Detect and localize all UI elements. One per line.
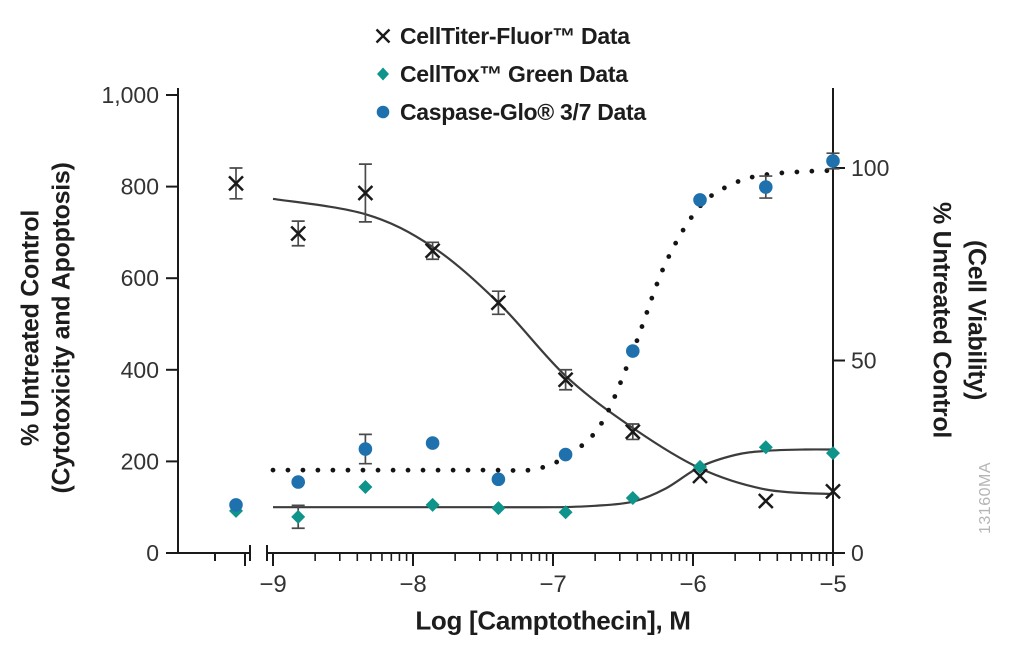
legend-label: CellTiter-Fluor™ Data [400, 22, 630, 49]
legend: CellTiter-Fluor™ Data CellTox™ Green Dat… [366, 17, 646, 131]
x-axis-tick-label: −8 [399, 571, 426, 598]
data-point-diamond [358, 480, 373, 495]
left-axis-tick-label: 600 [121, 265, 159, 291]
x-axis-tick-label: −7 [539, 571, 566, 598]
x-axis-title: Log [Camptothecin], M [415, 605, 691, 636]
data-point-x [290, 225, 307, 242]
right-axis-title-line2: (Cell Viability) [962, 239, 991, 401]
fit-curve-solid [273, 448, 834, 509]
right-axis-tick-label: 0 [851, 540, 864, 566]
series-caspase-glo-3-7-data [229, 154, 840, 512]
data-point-diamond [291, 509, 306, 524]
legend-item-celltox-green: CellTox™ Green Data [366, 55, 646, 93]
data-point-x [825, 483, 841, 500]
left-axis-tick-label: 800 [121, 174, 159, 200]
legend-item-celltiter-fluor: CellTiter-Fluor™ Data [366, 17, 646, 55]
data-point-x [624, 423, 641, 440]
x-axis-tick-label: −5 [819, 571, 846, 598]
series-celltox-green-data [229, 440, 840, 524]
data-point-diamond [491, 501, 506, 516]
data-point-x [557, 371, 574, 388]
data-point-x [490, 294, 507, 311]
circle-marker-icon [366, 101, 400, 123]
data-point-diamond [625, 491, 640, 506]
fit-curve-solid [272, 197, 834, 496]
x-axis-tick-label: −9 [259, 571, 286, 598]
right-axis-tick-label: 50 [851, 348, 877, 374]
x-marker-icon [366, 25, 400, 47]
data-point-circle [558, 447, 573, 462]
data-point-x [757, 493, 774, 509]
legend-item-caspase-glo: Caspase-Glo® 3/7 Data [366, 93, 646, 131]
left-axis-title-line1: % Untreated Control [16, 210, 45, 446]
right-axis-title-line1: % Untreated Control [927, 202, 956, 438]
data-point-diamond [758, 440, 773, 455]
series-celltiter-fluor-data [228, 175, 841, 509]
data-point-circle [358, 442, 373, 456]
legend-label: Caspase-Glo® 3/7 Data [400, 98, 646, 125]
legend-label: CellTox™ Green Data [400, 60, 628, 87]
x-axis-tick-label: −6 [679, 571, 706, 598]
data-point-circle [425, 436, 440, 450]
data-point-circle [759, 180, 773, 194]
left-axis-tick-label: 200 [121, 448, 159, 474]
watermark: 13160MA [977, 462, 994, 534]
left-axis-tick-label: 400 [121, 357, 159, 383]
data-point-diamond [558, 505, 573, 520]
data-point-circle [229, 498, 243, 512]
fit-curve-dotted [270, 168, 836, 474]
data-point-x [424, 242, 441, 259]
right-axis-tick-label: 100 [851, 155, 889, 181]
left-axis-tick-label: 1,000 [101, 82, 159, 108]
data-point-circle [626, 344, 640, 358]
data-point-circle [693, 193, 707, 207]
left-axis-tick-label: 0 [146, 540, 159, 566]
data-point-x [228, 175, 244, 192]
x-axis-break [249, 545, 268, 561]
data-point-circle [826, 154, 840, 168]
data-point-circle [491, 472, 506, 487]
data-point-diamond [693, 459, 707, 474]
data-point-diamond [425, 497, 440, 512]
data-point-circle [291, 475, 306, 489]
data-point-x [357, 185, 374, 201]
axes [177, 88, 834, 554]
data-point-diamond [826, 446, 840, 461]
data-point-x [692, 468, 708, 484]
left-axis-title-line2: (Cytotoxicity and Apoptosis) [47, 162, 76, 494]
diamond-marker-icon [366, 63, 400, 85]
